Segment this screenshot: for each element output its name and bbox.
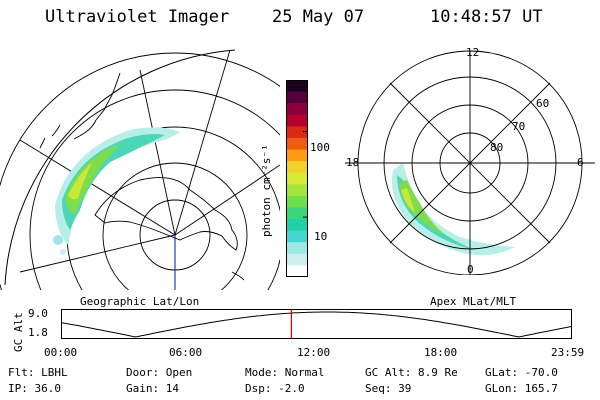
- earth-limb: [4, 49, 236, 286]
- colorbar-band: [286, 103, 308, 116]
- colorbar-band: [286, 80, 308, 93]
- mlat-label-70: 70: [512, 120, 526, 133]
- colorbar-band: [286, 91, 308, 104]
- altitude-axis-label: GC Alt: [12, 312, 25, 352]
- colorbar-band: [286, 149, 308, 162]
- status-gain: Gain: 14: [126, 382, 179, 395]
- time-tick-0000: 00:00: [44, 346, 78, 359]
- mlt-label-0: 0: [467, 263, 474, 276]
- altitude-tick-low: 1.8: [28, 326, 48, 339]
- mlt-label-12: 12: [466, 46, 480, 59]
- geographic-map: [0, 49, 280, 290]
- colorbar-band: [286, 172, 308, 185]
- status-ip: IP: 36.0: [8, 382, 61, 395]
- colorbar-band: [286, 265, 308, 277]
- colorbar-band: [286, 184, 308, 197]
- mlt-label-6: 6: [577, 156, 584, 169]
- latitude-circles: [0, 52, 280, 290]
- colorbar-band: [286, 114, 308, 127]
- altitude-timeline: [61, 309, 572, 339]
- colorbar-band: [286, 207, 308, 220]
- status-door: Door: Open: [126, 366, 193, 379]
- colorbar-tick-10: 10: [314, 230, 328, 243]
- colorbar-band: [286, 161, 308, 174]
- aurora-polar-emission: [391, 163, 515, 256]
- right-panel-label: Apex MLat/MLT: [430, 295, 517, 308]
- time-label: 10:48:57 UT: [430, 7, 543, 27]
- magnetic-polar-plot: [345, 50, 595, 275]
- time-tick-2359: 23:59: [551, 346, 585, 359]
- altitude-tick-high: 9.0: [28, 307, 48, 320]
- mlat-label-80: 80: [490, 141, 504, 154]
- colorbar-band: [286, 242, 308, 255]
- status-glon: GLon: 165.7: [485, 382, 558, 395]
- date-label: 25 May 07: [272, 7, 365, 27]
- mlt-grid-lines: [345, 51, 595, 275]
- status-filter: Flt: LBHL: [8, 366, 68, 379]
- colorbar-band: [286, 126, 308, 139]
- instrument-title: Ultraviolet Imager: [45, 7, 230, 27]
- colorbar-tick-100: 100: [310, 141, 330, 154]
- status-seq: Seq: 39: [365, 382, 412, 395]
- mlt-label-18: 18: [346, 156, 360, 169]
- time-tick-1200: 12:00: [297, 346, 331, 359]
- status-mode: Mode: Normal: [245, 366, 325, 379]
- colorbar-unit-label: photon cm⁻²s⁻¹: [260, 144, 273, 237]
- colorbar-border: [286, 80, 308, 277]
- status-glat: GLat: -70.0: [485, 366, 558, 379]
- colorbar-band: [286, 230, 308, 243]
- aurora-emission: [53, 127, 180, 255]
- colorbar-band: [286, 219, 308, 232]
- colorbar: [286, 80, 308, 277]
- status-gc-alt: GC Alt: 8.9 Re: [365, 366, 458, 379]
- meridian-lines: [19, 49, 280, 273]
- time-tick-1800: 18:00: [424, 346, 458, 359]
- colorbar-band: [286, 137, 308, 151]
- time-tick-0600: 06:00: [169, 346, 203, 359]
- altitude-curve: [61, 311, 572, 338]
- mlat-label-60: 60: [536, 97, 550, 110]
- coastlines: [39, 72, 245, 281]
- left-panel-label: Geographic Lat/Lon: [80, 295, 200, 308]
- status-dsp: Dsp: -2.0: [245, 382, 305, 395]
- altitude-frame: [61, 309, 572, 339]
- colorbar-band: [286, 253, 308, 266]
- colorbar-band: [286, 195, 308, 208]
